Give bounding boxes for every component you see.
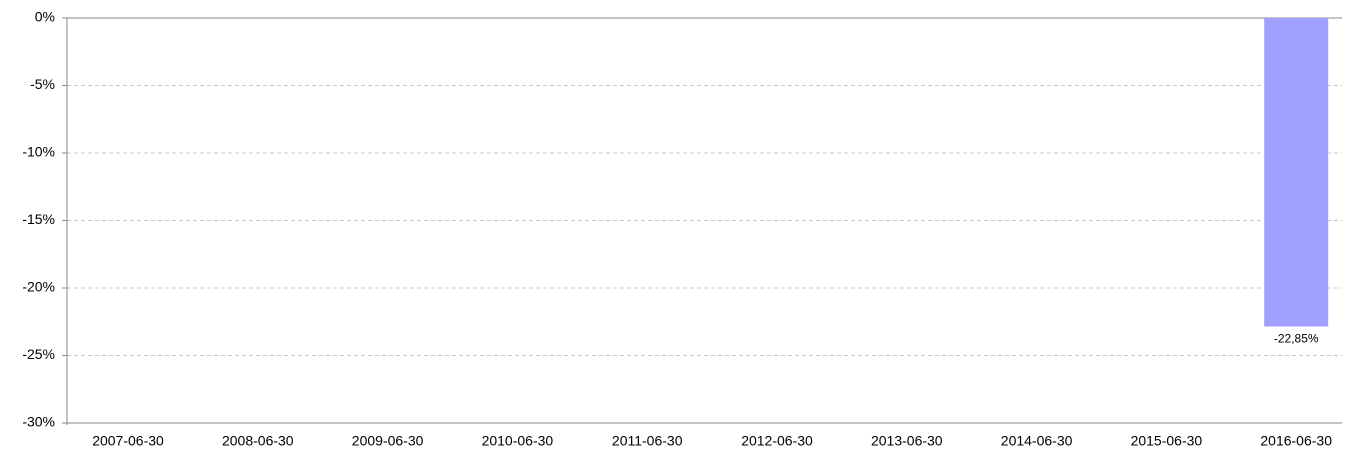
y-tick-label: -10%: [22, 144, 55, 160]
y-tick-label: -20%: [22, 279, 55, 295]
bar: [1264, 18, 1329, 327]
x-tick-label: 2010-06-30: [482, 433, 554, 449]
x-tick-label: 2012-06-30: [741, 433, 813, 449]
x-tick-label: 2007-06-30: [92, 433, 164, 449]
x-tick-label: 2014-06-30: [1001, 433, 1073, 449]
y-tick-label: -30%: [22, 414, 55, 430]
y-tick-label: -25%: [22, 346, 55, 362]
x-tick-label: 2009-06-30: [352, 433, 424, 449]
x-tick-label: 2008-06-30: [222, 433, 294, 449]
x-tick-label: 2015-06-30: [1131, 433, 1203, 449]
x-tick-label: 2016-06-30: [1260, 433, 1332, 449]
y-tick-label: 0%: [35, 9, 55, 25]
x-tick-label: 2013-06-30: [871, 433, 943, 449]
y-tick-label: -5%: [30, 76, 55, 92]
y-tick-label: -15%: [22, 211, 55, 227]
value-label: -22,85%: [1274, 332, 1319, 346]
x-tick-label: 2011-06-30: [612, 433, 683, 449]
